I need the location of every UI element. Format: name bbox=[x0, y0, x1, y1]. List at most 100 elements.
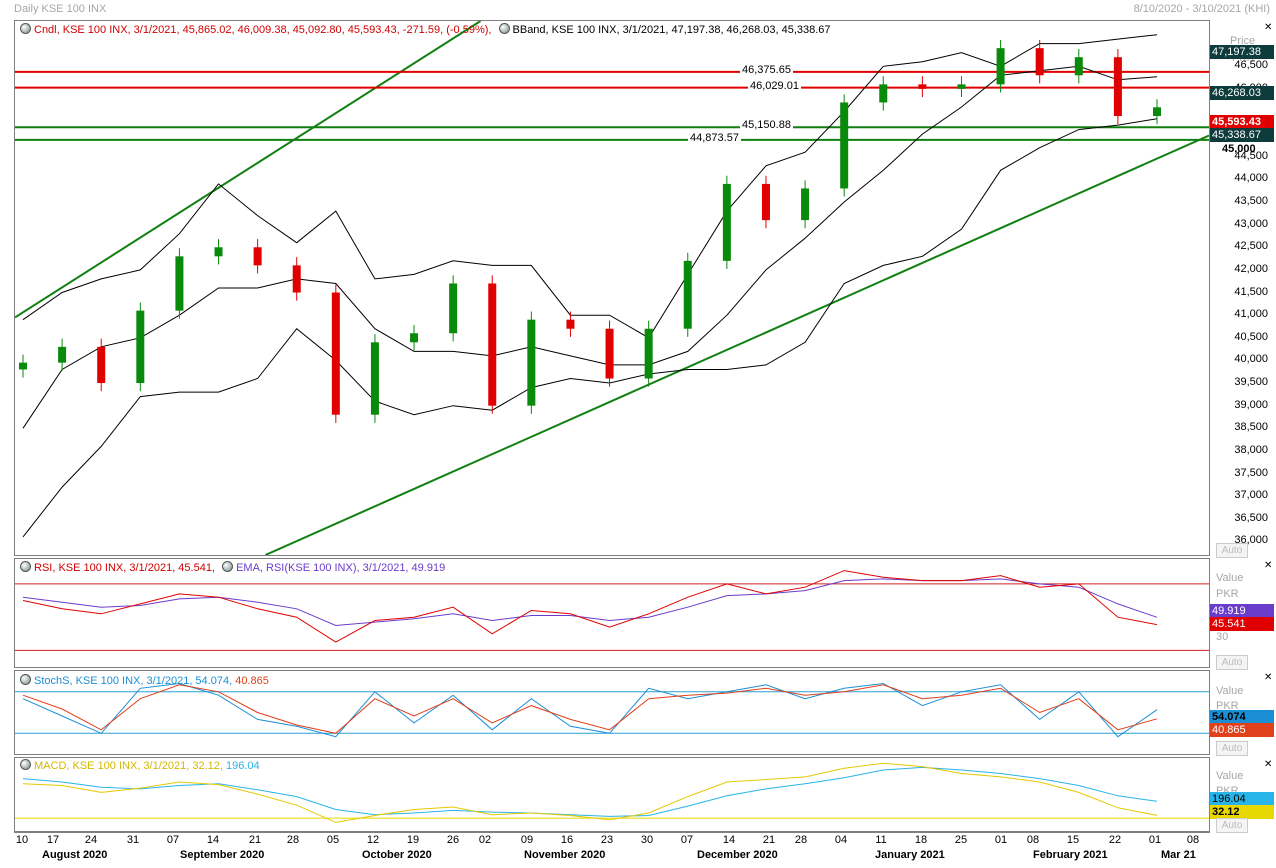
pane-close-icon[interactable]: ✕ bbox=[1264, 672, 1273, 683]
date-tick-label: 08 bbox=[1026, 834, 1040, 846]
macd-label: MACD, KSE 100 INX, 3/1/2021, 32.12, bbox=[34, 760, 223, 772]
date-tick-label: 17 bbox=[46, 834, 60, 846]
price-pane[interactable] bbox=[14, 20, 1210, 556]
indicator-settings-icon[interactable] bbox=[20, 23, 31, 34]
indicator-settings-icon[interactable] bbox=[222, 561, 234, 572]
candle-body bbox=[19, 362, 27, 370]
price-plot[interactable] bbox=[15, 21, 1209, 555]
rsi-ema-line bbox=[22, 578, 1158, 627]
date-range: 8/10/2020 - 3/10/2021 (KHI) bbox=[1133, 3, 1270, 15]
price-tick-label: 37,500 bbox=[1234, 466, 1268, 479]
price-tick-label: 44,500 bbox=[1234, 149, 1268, 162]
date-tick-label: 19 bbox=[406, 834, 420, 846]
date-tick-label: 23 bbox=[600, 834, 614, 846]
candle-body bbox=[1035, 48, 1044, 76]
date-tick-label: 30 bbox=[640, 834, 654, 846]
level-label: 44,873.57 bbox=[688, 131, 741, 144]
indicator-settings-icon[interactable] bbox=[20, 759, 31, 770]
bband-lower-line bbox=[22, 118, 1158, 538]
ema-label: EMA, RSI(KSE 100 INX), 3/1/2021, 49.919 bbox=[236, 562, 446, 574]
date-tick-label: 21 bbox=[248, 834, 262, 846]
month-label: January 2021 bbox=[875, 849, 945, 861]
candle-body bbox=[527, 319, 536, 406]
indicator-settings-icon[interactable] bbox=[20, 674, 31, 685]
date-tick-label: 05 bbox=[326, 834, 340, 846]
bband-upper-line bbox=[22, 34, 1158, 339]
stoch-pane[interactable] bbox=[14, 670, 1210, 755]
rsi-axis-title: Value bbox=[1216, 572, 1244, 584]
candle-body bbox=[918, 84, 927, 89]
date-tick-label: 09 bbox=[520, 834, 534, 846]
candle-body bbox=[683, 260, 692, 329]
date-tick-label: 07 bbox=[166, 834, 180, 846]
date-tick-label: 01 bbox=[994, 834, 1008, 846]
macd-auto-button[interactable]: Auto bbox=[1216, 818, 1248, 833]
price-axis-title: Price bbox=[1230, 35, 1256, 47]
stoch-auto-button[interactable]: Auto bbox=[1216, 741, 1248, 756]
stoch-axis-unit: PKR bbox=[1216, 700, 1239, 712]
candle-body bbox=[801, 188, 810, 221]
candle-body bbox=[879, 84, 888, 103]
price-tick-label: 40,500 bbox=[1234, 330, 1268, 343]
level-label: 46,375.65 bbox=[740, 63, 793, 76]
month-label: December 2020 bbox=[697, 849, 778, 861]
rsi-pane[interactable] bbox=[14, 558, 1210, 668]
price-auto-button[interactable]: Auto bbox=[1216, 543, 1248, 558]
candle-label: Cndl, KSE 100 INX, 3/1/2021, 45,865.02, … bbox=[34, 24, 492, 36]
candle-body bbox=[175, 256, 184, 311]
pane-close-icon[interactable]: ✕ bbox=[1264, 560, 1273, 571]
macd-plot[interactable] bbox=[15, 758, 1209, 831]
date-tick-label: 11 bbox=[875, 834, 887, 846]
price-axis[interactable] bbox=[1210, 20, 1274, 556]
rsi-value-tag: 45.541 bbox=[1210, 617, 1274, 631]
upper-band-tag: 47,197.38 bbox=[1210, 45, 1274, 59]
price-tick-label: 38,500 bbox=[1234, 421, 1268, 434]
date-tick-label: 07 bbox=[680, 834, 694, 846]
rsi-auto-button[interactable]: Auto bbox=[1216, 655, 1248, 670]
stoch-axis-title: Value bbox=[1216, 685, 1244, 697]
candle-body bbox=[488, 283, 497, 406]
macd-line bbox=[22, 762, 1158, 823]
price-tick-label: 42,000 bbox=[1234, 262, 1268, 275]
date-tick-label: 15 bbox=[1066, 834, 1080, 846]
level-label: 46,029.01 bbox=[748, 79, 801, 92]
rsi-ema-tag: 49.919 bbox=[1210, 604, 1274, 618]
macd-legend: MACD, KSE 100 INX, 3/1/2021, 32.12, 196.… bbox=[20, 759, 260, 773]
date-tick-label: 08 bbox=[1186, 834, 1200, 846]
rsi-plot[interactable] bbox=[15, 559, 1209, 667]
candle-body bbox=[97, 346, 106, 384]
stoch-legend: StochS, KSE 100 INX, 3/1/2021, 54.074, 4… bbox=[20, 674, 269, 688]
candle-body bbox=[644, 328, 653, 379]
candle-body bbox=[605, 328, 614, 379]
level-label: 45,150.88 bbox=[740, 119, 793, 132]
date-tick-label: 16 bbox=[560, 834, 574, 846]
date-tick-label: 14 bbox=[206, 834, 220, 846]
date-tick-label: 18 bbox=[914, 834, 928, 846]
price-legend: Cndl, KSE 100 INX, 3/1/2021, 45,865.02, … bbox=[20, 23, 831, 37]
stoch-k-tag: 54.074 bbox=[1210, 710, 1274, 724]
price-tick-label: 40,000 bbox=[1234, 353, 1268, 366]
x-axis[interactable] bbox=[14, 832, 1210, 868]
stoch-label-d: 40.865 bbox=[235, 675, 269, 687]
last-price-tag: 45,593.43 bbox=[1210, 115, 1274, 129]
date-tick-label: 22 bbox=[1108, 834, 1122, 846]
stoch-plot[interactable] bbox=[15, 671, 1209, 754]
price-tick-label: 41,000 bbox=[1234, 308, 1268, 321]
date-tick-label: 26 bbox=[446, 834, 460, 846]
indicator-settings-icon[interactable] bbox=[20, 561, 31, 572]
date-tick-label: 24 bbox=[84, 834, 98, 846]
date-tick-label: 01 bbox=[1148, 834, 1162, 846]
date-tick-label: 04 bbox=[834, 834, 848, 846]
date-tick-label: 12 bbox=[366, 834, 380, 846]
stoch-d-line bbox=[22, 684, 1158, 734]
candle-body bbox=[1153, 107, 1161, 117]
price-tick-label: 43,500 bbox=[1234, 195, 1268, 208]
month-label: October 2020 bbox=[362, 849, 432, 861]
pane-close-icon[interactable]: ✕ bbox=[1264, 22, 1273, 33]
indicator-settings-icon[interactable] bbox=[498, 23, 510, 34]
pane-close-icon[interactable]: ✕ bbox=[1264, 759, 1273, 770]
candle-body bbox=[253, 247, 262, 266]
month-label: Mar 21 bbox=[1161, 849, 1196, 861]
date-tick-label: 02 bbox=[478, 834, 492, 846]
rsi-label: RSI, KSE 100 INX, 3/1/2021, 45.541, bbox=[34, 562, 216, 574]
